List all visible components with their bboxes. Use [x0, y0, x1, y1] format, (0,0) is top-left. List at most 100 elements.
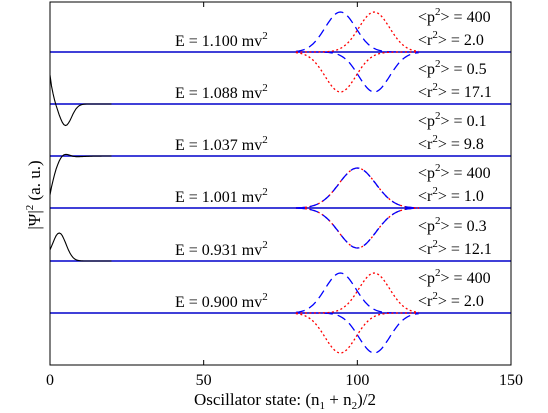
y-axis-label: |Ψ|2 (a. u.)	[24, 160, 44, 229]
p2-label: <p2> = 0.3	[418, 215, 487, 235]
p2-text: <p	[418, 218, 435, 235]
p2-text: <p	[418, 61, 435, 78]
panel-3: E = 1.037 mv2<p2> = 0.1<r2> = 9.8	[49, 110, 511, 196]
energy-text: E = 1.088 mv	[175, 85, 262, 102]
solid-curve	[49, 153, 112, 196]
dotted-curve	[295, 312, 419, 354]
p2-text: <p	[418, 113, 435, 130]
r2-sup: 2	[432, 133, 438, 145]
energy-sup: 2	[262, 186, 268, 198]
r2-text: <r	[418, 188, 433, 205]
dotted-curve	[295, 167, 419, 209]
p2-value: > = 400	[441, 165, 491, 182]
panel-4: E = 1.001 mv2<p2> = 400<r2> = 1.0	[50, 162, 511, 249]
energy-text: E = 1.001 mv	[175, 189, 262, 206]
r2-value: > = 1.0	[438, 188, 484, 205]
dashed-curve	[295, 312, 419, 354]
p2-sup: 2	[435, 215, 441, 227]
solid-curve	[49, 74, 112, 127]
energy-label: E = 1.100 mv2	[175, 30, 268, 50]
p2-sup: 2	[435, 110, 441, 122]
p2-label: <p2> = 400	[418, 6, 491, 26]
p2-sup: 2	[435, 6, 441, 18]
r2-sup: 2	[432, 81, 438, 93]
dashed-curve	[295, 207, 419, 249]
r2-value: > = 9.8	[438, 136, 484, 153]
r2-value: > = 17.1	[438, 84, 492, 101]
energy-text: E = 1.037 mv	[175, 137, 262, 154]
p2-sup: 2	[435, 162, 441, 174]
r2-sup: 2	[432, 290, 438, 302]
r2-label: <r2> = 2.0	[418, 290, 484, 310]
p2-value: > = 0.3	[441, 218, 487, 235]
panel-1: E = 1.100 mv2<p2> = 400<r2> = 2.0	[50, 6, 511, 93]
energy-label: E = 0.900 mv2	[175, 291, 268, 311]
r2-label: <r2> = 1.0	[418, 185, 484, 205]
r2-label: <r2> = 12.1	[418, 238, 492, 258]
energy-sup: 2	[262, 134, 268, 146]
dashed-curve	[295, 51, 419, 93]
p2-sup: 2	[435, 267, 441, 279]
x-axis-label: Oscillator state: (n1 + n2)/2	[194, 390, 376, 412]
dashed-curve	[295, 11, 419, 53]
energy-label: E = 1.088 mv2	[175, 82, 268, 102]
energy-text: E = 0.900 mv	[175, 294, 262, 311]
energy-label: E = 1.001 mv2	[175, 186, 268, 206]
r2-value: > = 12.1	[438, 241, 492, 258]
x-axis-label-sub1: 1	[320, 400, 326, 412]
p2-text: <p	[418, 9, 435, 26]
x-tick-label: 100	[345, 372, 369, 389]
r2-text: <r	[418, 241, 433, 258]
r2-value: > = 2.0	[438, 293, 484, 310]
dashed-curve	[295, 272, 419, 314]
energy-text: E = 1.100 mv	[175, 33, 262, 50]
r2-text: <r	[418, 293, 433, 310]
r2-text: <r	[418, 32, 433, 49]
r2-sup: 2	[432, 185, 438, 197]
energy-sup: 2	[262, 291, 268, 303]
p2-label: <p2> = 400	[418, 267, 491, 287]
p2-text: <p	[418, 270, 435, 287]
r2-text: <r	[418, 136, 433, 153]
energy-sup: 2	[262, 239, 268, 251]
panel-layer: E = 1.100 mv2<p2> = 400<r2> = 2.0E = 1.0…	[49, 6, 511, 354]
p2-text: <p	[418, 165, 435, 182]
panel-2: E = 1.088 mv2<p2> = 0.5<r2> = 17.1	[49, 58, 511, 127]
r2-label: <r2> = 17.1	[418, 81, 492, 101]
energy-label: E = 0.931 mv2	[175, 239, 268, 259]
p2-value: > = 400	[441, 270, 491, 287]
p2-value: > = 400	[441, 9, 491, 26]
x-ticks: 0 50 100 150	[46, 2, 523, 389]
r2-value: > = 2.0	[438, 32, 484, 49]
x-tick-label: 0	[46, 372, 54, 389]
r2-sup: 2	[432, 238, 438, 250]
panel-6: E = 0.900 mv2<p2> = 400<r2> = 2.0	[50, 267, 511, 354]
energy-label: E = 1.037 mv2	[175, 134, 268, 154]
x-tick-label: 50	[196, 372, 212, 389]
x-tick-label: 150	[499, 372, 523, 389]
r2-label: <r2> = 2.0	[418, 29, 484, 49]
p2-value: > = 0.1	[441, 113, 487, 130]
panel-5: E = 0.931 mv2<p2> = 0.3<r2> = 12.1	[49, 215, 511, 262]
y-axis-label-sup: 2	[24, 205, 36, 211]
energy-text: E = 0.931 mv	[175, 242, 262, 259]
dotted-curve	[295, 51, 419, 93]
axes-frame	[49, 1, 512, 366]
dashed-curve	[295, 167, 419, 209]
p2-label: <p2> = 400	[418, 162, 491, 182]
dotted-curve	[295, 272, 419, 314]
p2-sup: 2	[435, 58, 441, 70]
dotted-curve	[295, 11, 419, 53]
r2-label: <r2> = 9.8	[418, 133, 484, 153]
p2-label: <p2> = 0.1	[418, 110, 487, 130]
x-axis-label-sub2: 2	[352, 400, 358, 412]
p2-value: > = 0.5	[441, 61, 487, 78]
solid-curve	[49, 232, 112, 262]
energy-sup: 2	[262, 82, 268, 94]
dotted-curve	[295, 207, 419, 249]
p2-label: <p2> = 0.5	[418, 58, 487, 78]
r2-sup: 2	[432, 29, 438, 41]
energy-sup: 2	[262, 30, 268, 42]
r2-text: <r	[418, 84, 433, 101]
